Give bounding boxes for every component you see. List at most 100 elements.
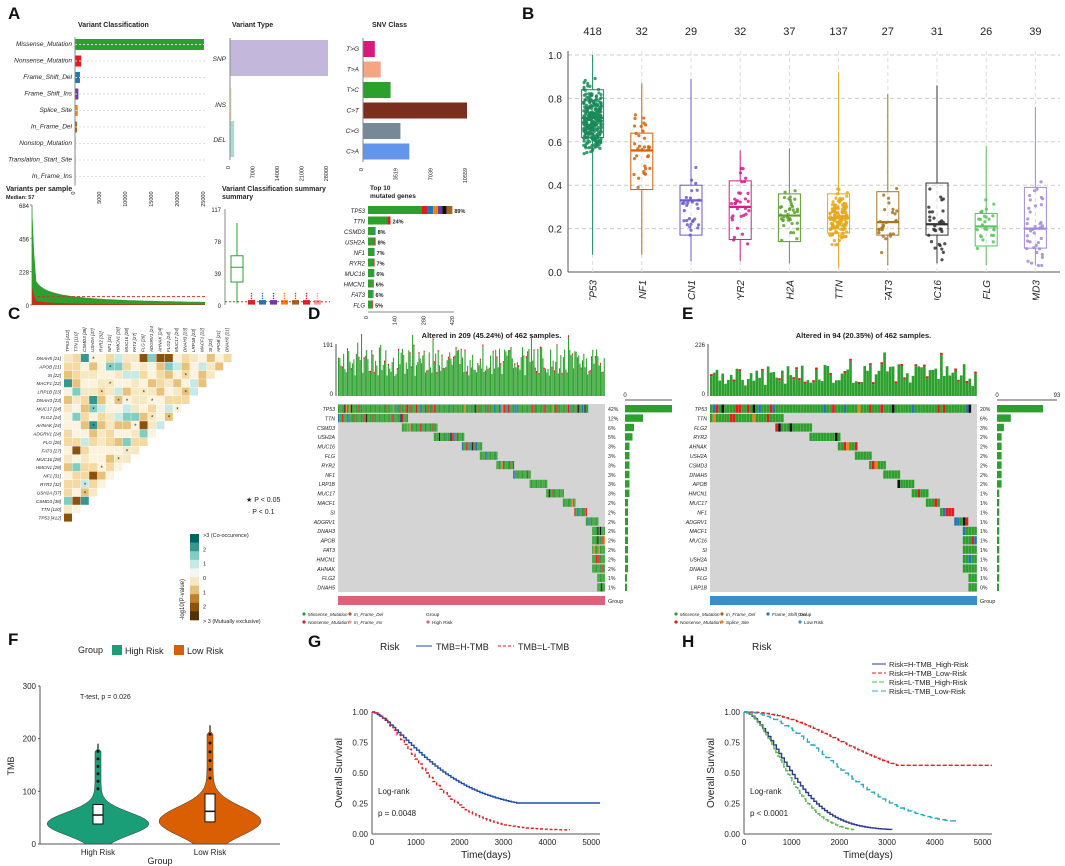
- onco-top-bar: [394, 375, 396, 396]
- c-heat-cell: [198, 354, 207, 362]
- onco-cell: [891, 470, 895, 479]
- b-category-label: TP53: [589, 280, 600, 300]
- b-point: [588, 124, 592, 128]
- snv-category-label: T>C: [347, 87, 360, 94]
- onco-cell: [974, 545, 977, 554]
- onco-top-bar: [548, 375, 550, 396]
- c-heat-cell: [97, 421, 106, 430]
- onco-cell: [548, 404, 550, 413]
- onco-top-bar: [837, 380, 841, 396]
- vc-tick: 20000: [175, 192, 181, 207]
- onco-cell: [601, 545, 603, 554]
- onco-top-bar: [500, 365, 502, 396]
- onco-legend-text: Splice_Site: [726, 620, 749, 625]
- onco-top-bar: [479, 360, 481, 396]
- onco-top-bar: [537, 348, 539, 396]
- c-legend-swatch: [190, 585, 199, 595]
- b-point: [1027, 206, 1031, 210]
- onco-top-bar: [413, 346, 415, 396]
- b-point: [880, 228, 884, 232]
- onco-cell: [461, 404, 463, 413]
- onco-cell: [561, 489, 563, 498]
- onco-cell: [528, 470, 530, 479]
- onco-cell: [444, 432, 446, 441]
- c-heat-cell: [148, 404, 156, 413]
- onco-cell: [548, 489, 550, 498]
- onco-side-bar: [625, 574, 627, 582]
- onco-cell: [357, 414, 359, 423]
- onco-cell: [530, 404, 532, 413]
- km-curve: [372, 711, 600, 804]
- onco-cell: [396, 404, 398, 413]
- b-point: [984, 198, 988, 202]
- onco-cell: [900, 404, 903, 413]
- c-heat-cell: [131, 362, 140, 371]
- panel-label-h: H: [682, 632, 695, 651]
- c-heat-cell: [80, 379, 89, 388]
- onco-side-bar: [625, 499, 628, 507]
- c-heat-cell: [106, 387, 114, 396]
- km-curve: [372, 711, 570, 831]
- b-point: [836, 205, 840, 209]
- onco-cell: [394, 404, 396, 413]
- vcs-outlier: [261, 295, 264, 297]
- b-category-label: FLG: [982, 280, 993, 300]
- onco-top-bar-cap: [383, 360, 386, 363]
- onco-cell: [493, 404, 495, 413]
- c-row-label: APOB [21]: [38, 364, 61, 369]
- c-heat-cell: [139, 362, 148, 371]
- onco-cell: [435, 404, 437, 413]
- onco-cell: [599, 555, 601, 564]
- onco-top-bar-cap: [488, 367, 490, 370]
- onco-gene-pct: 2%: [980, 435, 988, 441]
- c-heat-cell: [131, 429, 140, 438]
- onco-gene-pct: 6%: [608, 426, 616, 432]
- onco-cell: [525, 470, 527, 479]
- onco-cell: [562, 498, 564, 507]
- onco-cell: [437, 404, 439, 413]
- vcs-tick: 117: [211, 208, 221, 214]
- b-category-label: HMCN1: [687, 280, 698, 300]
- onco-top-bar: [925, 378, 929, 396]
- onco-top-bar: [761, 370, 764, 396]
- b-point: [844, 210, 848, 215]
- onco-cell: [599, 573, 601, 582]
- c-heat-cell: [80, 362, 89, 371]
- f-legend-high: High Risk: [125, 646, 164, 656]
- onco-top-bar-cap: [602, 371, 604, 374]
- km-legend-title: Risk: [380, 642, 400, 653]
- onco-top-bar-cap: [533, 349, 535, 352]
- vcs-box-small: [259, 300, 266, 305]
- onco-gene-pct: 2%: [608, 529, 616, 535]
- onco-cell: [592, 526, 594, 535]
- c-heat-cell: [80, 438, 89, 446]
- onco-top-bar: [452, 358, 455, 396]
- onco-cell: [923, 404, 926, 413]
- onco-top-bar: [436, 374, 438, 396]
- onco-cell: [509, 461, 511, 470]
- onco-cell: [452, 432, 455, 441]
- vcs-outlier: [294, 297, 297, 300]
- c-legend-swatch: [190, 568, 199, 578]
- b-box: [925, 182, 949, 236]
- onco-cell: [593, 526, 595, 535]
- b-point: [582, 81, 586, 85]
- onco-cell: [602, 536, 604, 545]
- onco-gene-label: USH2A: [318, 435, 336, 441]
- onco-cell: [974, 555, 977, 564]
- onco-cell: [775, 404, 778, 413]
- c-heat-cell: [164, 412, 173, 421]
- onco-top-bar-cap: [795, 367, 798, 370]
- b-point: [1030, 261, 1034, 265]
- c-col-label: HMCN1 [28]: [115, 326, 120, 352]
- onco-top-bar: [459, 363, 461, 396]
- onco-top-bar-cap: [738, 369, 742, 372]
- onco-cell: [602, 526, 604, 535]
- snv-category-label: C>G: [345, 128, 359, 135]
- onco-top-bar: [383, 362, 386, 396]
- c-heat-cell: [72, 446, 81, 455]
- onco-cell: [410, 404, 412, 413]
- top10-gene-label: FAT3: [351, 293, 365, 299]
- onco-top-bar: [410, 368, 412, 396]
- vcs-outlier: [305, 295, 308, 297]
